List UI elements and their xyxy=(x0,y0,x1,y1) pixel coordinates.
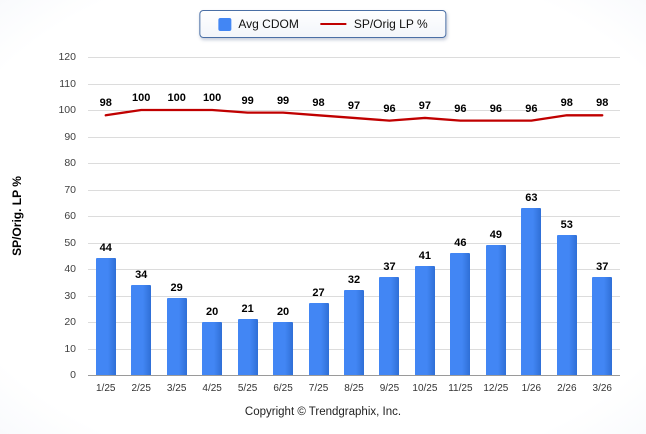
line-value-label: 98 xyxy=(596,97,609,110)
bar-value-label: 49 xyxy=(489,229,502,242)
line-value-label: 100 xyxy=(167,92,186,104)
y-axis-tick-label: 70 xyxy=(64,183,76,196)
gridline xyxy=(88,110,620,111)
y-axis-tick-label: 120 xyxy=(58,51,76,63)
x-axis-tick-label: 3/25 xyxy=(166,383,187,394)
bar-avg-cdom xyxy=(414,266,435,375)
x-axis-tick-label: 2/26 xyxy=(557,383,577,394)
y-axis-tick-label: 30 xyxy=(64,289,76,302)
x-axis-tick-label: 3/26 xyxy=(592,383,612,394)
bar-avg-cdom xyxy=(273,322,294,375)
bar-avg-cdom xyxy=(131,284,152,375)
bar-value-label: 37 xyxy=(383,260,396,273)
y-axis-tick-label: 10 xyxy=(64,342,76,355)
line-value-label: 96 xyxy=(383,102,396,115)
bar-value-label: 32 xyxy=(347,274,361,287)
legend: Avg CDOM SP/Orig LP % xyxy=(199,10,447,38)
bar-avg-cdom xyxy=(592,276,613,375)
gridline xyxy=(88,216,620,217)
gridline xyxy=(88,269,620,270)
bar-avg-cdom xyxy=(95,258,116,375)
y-axis-tick-label: 100 xyxy=(58,104,76,116)
legend-item-sp-orig-lp: SP/Orig LP % xyxy=(320,17,428,31)
x-axis-tick-label: 1/26 xyxy=(521,383,542,394)
y-axis-tick-label: 60 xyxy=(64,210,76,222)
bar-swatch-icon xyxy=(218,17,232,31)
x-axis-tick-label: 10/25 xyxy=(412,383,438,394)
line-value-label: 96 xyxy=(525,102,538,115)
bar-value-label: 37 xyxy=(596,260,609,273)
legend-item-avg-cdom: Avg CDOM xyxy=(218,17,299,31)
x-axis-tick-label: 6/25 xyxy=(273,383,293,394)
bar-value-label: 29 xyxy=(170,282,183,295)
line-swatch-icon xyxy=(320,23,347,25)
legend-label-avg-cdom: Avg CDOM xyxy=(238,17,299,31)
x-axis-line xyxy=(88,375,620,376)
y-axis-tick-label: 20 xyxy=(64,316,76,328)
y-axis-tick-label: 110 xyxy=(59,77,76,90)
y-axis-tick-label: 0 xyxy=(70,369,76,381)
y-axis-tick-label: 90 xyxy=(64,130,76,143)
y-axis-tick-label: 50 xyxy=(64,236,76,249)
x-axis-tick-label: 5/25 xyxy=(237,383,258,394)
y-axis-tick-label: 80 xyxy=(64,157,76,169)
line-value-label: 97 xyxy=(347,99,361,112)
bar-avg-cdom xyxy=(521,208,542,375)
line-value-label: 100 xyxy=(132,92,151,104)
bar-value-label: 63 xyxy=(525,192,538,205)
bar-avg-cdom xyxy=(556,234,577,375)
gridline xyxy=(88,83,620,85)
gridline xyxy=(88,189,620,191)
bar-value-label: 21 xyxy=(241,303,254,316)
bar-value-label: 20 xyxy=(206,306,219,318)
bar-avg-cdom xyxy=(379,276,400,375)
y-axis-tick-label: 40 xyxy=(64,263,76,275)
line-value-label: 97 xyxy=(418,99,432,112)
bar-value-label: 34 xyxy=(135,268,148,281)
bar-value-label: 53 xyxy=(560,218,573,231)
bar-avg-cdom xyxy=(202,322,223,375)
bar-avg-cdom xyxy=(308,303,329,375)
bar-value-label: 44 xyxy=(99,242,112,255)
bar-value-label: 27 xyxy=(312,287,325,300)
line-value-label: 98 xyxy=(560,97,573,110)
x-axis-tick-label: 8/25 xyxy=(344,383,364,394)
line-value-label: 99 xyxy=(276,94,290,107)
bar-avg-cdom xyxy=(237,319,258,375)
bar-value-label: 20 xyxy=(276,306,290,318)
x-axis-tick-label: 4/25 xyxy=(202,383,222,394)
gridline xyxy=(88,163,620,164)
bar-avg-cdom xyxy=(485,245,506,375)
line-value-label: 99 xyxy=(241,94,254,107)
x-axis-tick-label: 11/25 xyxy=(448,383,473,394)
line-value-label: 98 xyxy=(312,97,325,110)
bar-avg-cdom xyxy=(166,298,187,375)
x-axis-tick-label: 7/25 xyxy=(308,383,329,394)
bar-value-label: 46 xyxy=(454,237,467,250)
gridline xyxy=(88,57,620,58)
line-value-label: 98 xyxy=(99,97,112,110)
x-axis-tick-label: 9/25 xyxy=(379,383,400,394)
x-axis-tick-label: 12/25 xyxy=(483,383,509,394)
bar-value-label: 41 xyxy=(418,250,432,263)
bar-avg-cdom xyxy=(450,253,471,375)
line-value-label: 96 xyxy=(489,102,502,115)
copyright: Copyright © Trendgraphix, Inc. xyxy=(244,406,402,418)
line-value-label: 96 xyxy=(454,102,467,115)
gridline xyxy=(88,136,620,138)
legend-label-sp-orig-lp: SP/Orig LP % xyxy=(353,17,428,31)
sp-orig-lp-line xyxy=(104,108,604,122)
x-axis-tick-label: 2/25 xyxy=(131,383,151,394)
gridline xyxy=(88,242,620,244)
bar-avg-cdom xyxy=(344,290,364,375)
line-value-label: 100 xyxy=(202,92,222,104)
x-axis-tick-label: 1/25 xyxy=(95,383,116,394)
